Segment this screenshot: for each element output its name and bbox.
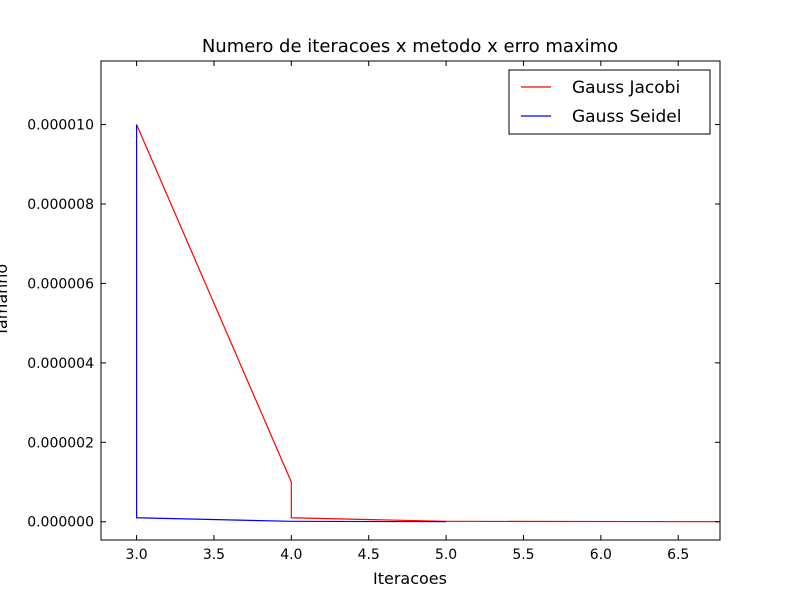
y-axis: 0.000000 0.000002 0.000004 0.000006 0.000008… [27, 118, 720, 531]
y-tick-label: 0.000006 [27, 276, 94, 292]
x-tick-label: 6.5 [667, 547, 689, 563]
legend-label-gauss-jacobi: Gauss Jacobi [572, 78, 680, 98]
y-axis-label: Tamanho [0, 264, 11, 337]
legend: Gauss Jacobi Gauss Seidel [508, 69, 711, 135]
series-layer [135, 124, 720, 523]
x-tick-label: 3.5 [203, 547, 225, 563]
x-tick-label: 6.0 [590, 547, 612, 563]
y-tick-label: 0.000000 [27, 515, 94, 531]
chart-title: Numero de iteracoes x metodo x erro maxi… [202, 36, 618, 57]
x-axis-label: Iteracoes [373, 569, 447, 588]
y-tick-label: 0.000002 [27, 435, 94, 451]
series-line-gauss-seidel [135, 124, 447, 523]
x-tick-label: 5.0 [435, 547, 457, 563]
legend-box [508, 69, 711, 135]
y-tick-label: 0.000010 [27, 118, 94, 134]
legend-label-gauss-seidel: Gauss Seidel [572, 107, 681, 127]
x-tick-label: 5.5 [512, 547, 534, 563]
y-tick-label: 0.000004 [27, 356, 94, 372]
x-tick-label: 4.0 [280, 547, 302, 563]
x-tick-label: 4.5 [358, 547, 380, 563]
x-axis: 3.0 3.5 4.0 4.5 5.0 5.5 6.0 6.5 [125, 61, 689, 563]
series-line-gauss-jacobi [136, 124, 720, 523]
plot-area-frame [100, 60, 721, 541]
x-tick-label: 3.0 [125, 547, 147, 563]
y-tick-label: 0.000008 [27, 197, 94, 213]
